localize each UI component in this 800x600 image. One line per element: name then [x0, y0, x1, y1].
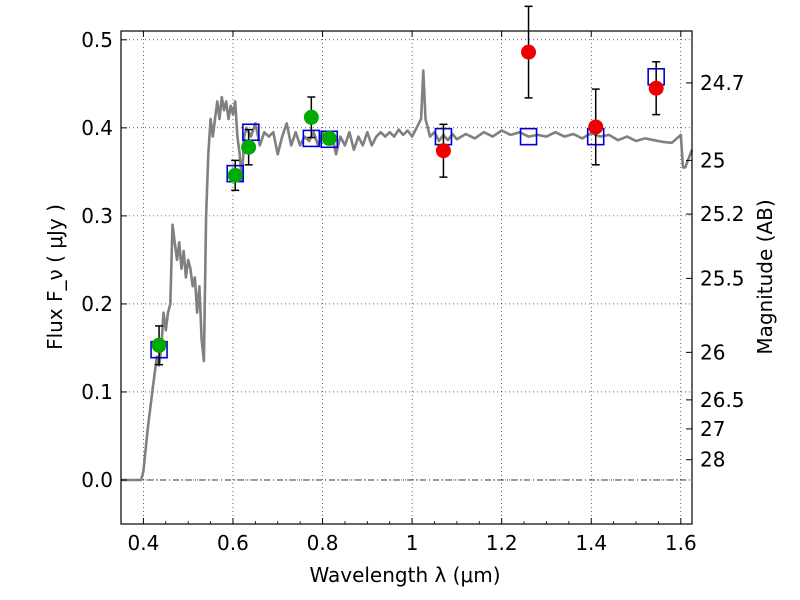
y-tick-label: 0.2	[81, 292, 113, 316]
plot-frame	[120, 30, 693, 525]
x-tick-label: 1	[406, 531, 419, 555]
photometry-series	[151, 44, 664, 353]
spectrum-line	[121, 69, 694, 482]
red-data-point	[648, 80, 664, 96]
right-axis-label: Magnitude (AB)	[753, 199, 777, 354]
mag-tick-label: 28	[700, 448, 725, 472]
y-tick-label: 0.0	[81, 468, 113, 492]
green-data-point	[227, 167, 243, 183]
mag-tick-label: 26	[700, 340, 725, 364]
x-axis-label: Wavelength λ (μm)	[309, 563, 500, 587]
mag-tick-label: 26.5	[700, 388, 745, 412]
mag-tick-label: 27	[700, 417, 725, 441]
mag-tick-label: 24.7	[700, 71, 745, 95]
red-data-point	[435, 143, 451, 159]
spectrum-series	[121, 69, 694, 482]
x-tick-label: 1.4	[575, 531, 607, 555]
x-tick-label: 0.4	[127, 531, 159, 555]
y-axis-label: Flux F_ν ( μJy )	[43, 204, 67, 350]
y-tick-label: 0.5	[81, 28, 113, 52]
model-band-square	[519, 127, 538, 146]
red-data-point	[588, 119, 604, 135]
x-tick-label: 0.8	[307, 531, 339, 555]
x-tick-label: 1.6	[665, 531, 697, 555]
red-data-point	[521, 44, 537, 60]
green-data-point	[321, 130, 337, 146]
mag-tick-label: 25	[700, 148, 725, 172]
x-tick-label: 0.6	[217, 531, 249, 555]
x-tick-label: 1.2	[486, 531, 518, 555]
y-tick-label: 0.4	[81, 116, 113, 140]
tick-labels: 0.4 0.6 0.8 1 1.2 1.4 1.6 0.0 0.1 0.2 0.3 0.4 0.5 24.…	[81, 28, 744, 555]
y-tick-label: 0.1	[81, 380, 113, 404]
green-data-point	[151, 337, 167, 353]
mag-tick-label: 25.5	[700, 266, 745, 290]
green-data-point	[241, 139, 257, 155]
axis-ticks	[121, 31, 692, 524]
green-data-point	[303, 109, 319, 125]
y-tick-label: 0.3	[81, 204, 113, 228]
mag-tick-label: 25.2	[700, 202, 745, 226]
